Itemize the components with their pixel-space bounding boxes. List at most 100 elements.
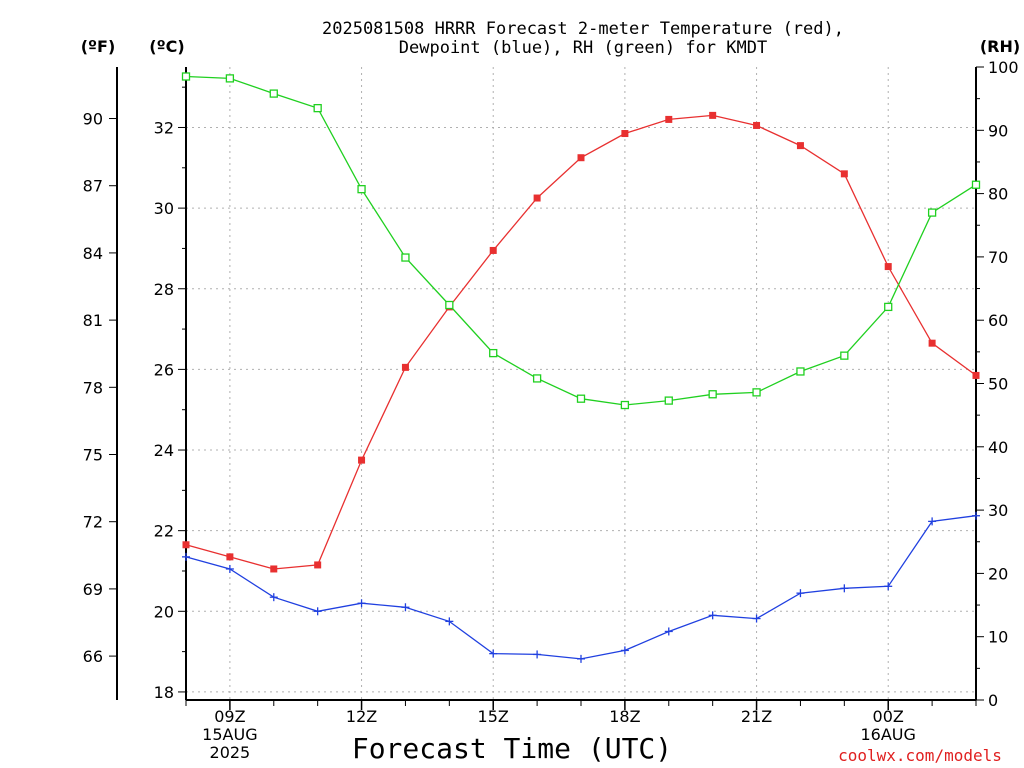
fahrenheit-tick-label: 69 bbox=[83, 580, 103, 599]
grid bbox=[186, 67, 976, 700]
dewpoint-point bbox=[928, 517, 937, 526]
rh-tick-label: 80 bbox=[988, 185, 1008, 204]
x-tick-label: 16AUG bbox=[861, 725, 916, 744]
temperature-point bbox=[358, 456, 366, 464]
axes bbox=[109, 66, 984, 710]
rh-tick-label: 0 bbox=[988, 691, 998, 710]
rh-tick-label: 10 bbox=[988, 628, 1008, 647]
rh-point bbox=[269, 89, 278, 98]
dewpoint-point bbox=[401, 603, 410, 612]
celsius-tick-label: 26 bbox=[154, 360, 174, 379]
rh-tick-label: 90 bbox=[988, 121, 1008, 140]
temperature-point bbox=[489, 246, 497, 254]
temperature-point bbox=[577, 154, 585, 162]
temperature-point bbox=[314, 561, 322, 569]
temperature-point bbox=[621, 130, 629, 138]
celsius-tick-label: 20 bbox=[154, 602, 174, 621]
rh-point bbox=[752, 388, 761, 397]
temperature-point bbox=[796, 142, 804, 150]
rh-point bbox=[445, 300, 454, 310]
temperature-point bbox=[533, 194, 541, 202]
temperature-point bbox=[753, 121, 761, 129]
celsius-tick-label: 18 bbox=[154, 683, 174, 702]
dewpoint-point bbox=[752, 614, 761, 623]
x-tick-label: 15AUG bbox=[202, 725, 257, 744]
x-tick-label: 12Z bbox=[346, 707, 377, 726]
rh-point bbox=[620, 400, 630, 410]
dewpoint-point bbox=[269, 593, 278, 602]
rh-point bbox=[664, 396, 673, 405]
temperature-point bbox=[182, 541, 190, 549]
temperature-point bbox=[972, 371, 980, 379]
celsius-axis-unit: (ºC) bbox=[149, 37, 184, 56]
fahrenheit-tick-label: 84 bbox=[83, 244, 103, 263]
rh-tick-label: 40 bbox=[988, 438, 1008, 457]
temperature-point bbox=[709, 111, 717, 119]
dewpoint-point bbox=[313, 607, 322, 616]
celsius-tick-label: 24 bbox=[154, 441, 174, 460]
rh-point bbox=[884, 302, 893, 312]
rh-point bbox=[401, 253, 410, 262]
dewpoint-point bbox=[489, 649, 498, 658]
credit-text: coolwx.com/models bbox=[838, 746, 1002, 765]
rh-point bbox=[971, 180, 981, 189]
rh-point bbox=[313, 103, 322, 113]
rh-point bbox=[840, 351, 849, 360]
temperature-point bbox=[665, 115, 673, 123]
rh-point bbox=[708, 390, 717, 399]
celsius-tick-label: 22 bbox=[154, 522, 174, 541]
fahrenheit-tick-label: 81 bbox=[83, 311, 103, 330]
rh-line bbox=[185, 75, 977, 406]
x-tick-label: 00Z bbox=[873, 707, 904, 726]
rh-point bbox=[796, 367, 805, 376]
rh-point bbox=[489, 348, 498, 358]
celsius-tick-label: 28 bbox=[154, 280, 174, 299]
rh-point bbox=[576, 394, 586, 403]
chart-title-line-1: 2025081508 HRRR Forecast 2-meter Tempera… bbox=[322, 19, 844, 39]
dewpoint-point bbox=[225, 564, 234, 573]
temperature-point bbox=[928, 339, 936, 347]
dewpoint-point bbox=[840, 584, 849, 593]
temperature-point bbox=[840, 170, 848, 178]
x-tick-label: 09Z bbox=[214, 707, 245, 726]
fahrenheit-tick-label: 75 bbox=[83, 446, 103, 465]
dewpoint-point bbox=[445, 617, 454, 626]
dewpoint-point bbox=[708, 611, 717, 620]
dewpoint-point bbox=[620, 646, 629, 655]
dewpoint-point bbox=[664, 627, 673, 636]
temperature-point bbox=[226, 553, 234, 561]
dewpoint-point bbox=[182, 552, 190, 561]
temperature-point bbox=[401, 363, 409, 371]
rh-point bbox=[927, 208, 937, 217]
rh-tick-label: 70 bbox=[988, 248, 1008, 267]
x-axis-label: Forecast Time (UTC) bbox=[352, 732, 672, 765]
fahrenheit-tick-label: 72 bbox=[83, 513, 103, 532]
rh-point bbox=[181, 72, 191, 81]
fahrenheit-tick-label: 87 bbox=[83, 177, 103, 196]
temperature-line bbox=[185, 114, 977, 570]
fahrenheit-tick-label: 78 bbox=[83, 378, 103, 397]
rh-tick-label: 30 bbox=[988, 501, 1008, 520]
dewpoint-point bbox=[357, 599, 366, 608]
x-tick-label: 18Z bbox=[609, 707, 640, 726]
rh-tick-label: 50 bbox=[988, 375, 1008, 394]
fahrenheit-axis-unit: (ºF) bbox=[81, 37, 116, 56]
rh-tick-label: 100 bbox=[988, 58, 1019, 77]
x-tick-label: 15Z bbox=[478, 707, 509, 726]
rh-tick-label: 20 bbox=[988, 564, 1008, 583]
rh-point bbox=[357, 185, 366, 194]
fahrenheit-tick-label: 90 bbox=[83, 110, 103, 129]
x-tick-label: 2025 bbox=[210, 743, 251, 762]
dewpoint-point bbox=[972, 511, 980, 520]
rh-axis-unit: (RH) bbox=[980, 37, 1020, 56]
x-tick-label: 21Z bbox=[741, 707, 772, 726]
temperature-point bbox=[884, 263, 892, 271]
chart-title-line-2: Dewpoint (blue), RH (green) for KMDT bbox=[399, 38, 767, 58]
celsius-tick-label: 30 bbox=[154, 199, 174, 218]
dewpoint-point bbox=[533, 650, 542, 659]
temperature-point bbox=[270, 565, 278, 573]
fahrenheit-tick-label: 66 bbox=[83, 647, 103, 666]
dewpoint-point bbox=[577, 654, 585, 663]
